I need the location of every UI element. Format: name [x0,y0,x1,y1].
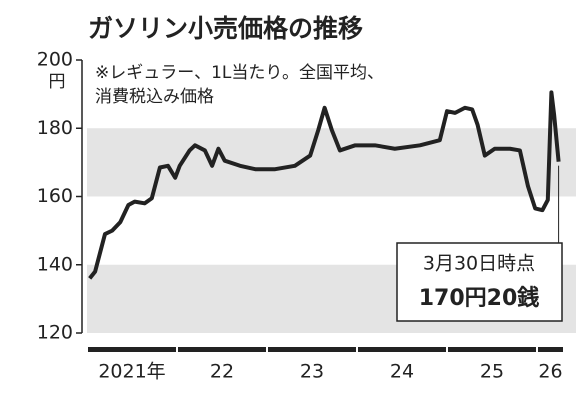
subtitle: ※レギュラー、1L当たり。全国平均、 [95,63,384,83]
x-tick-label: 23 [300,361,324,383]
x-period-bar [178,347,266,352]
y-tick-label: 120 [37,322,73,344]
x-period-bar [538,347,563,352]
y-unit: 円 [49,72,66,92]
annotation-box [396,242,563,322]
y-tick-label: 140 [37,253,73,275]
x-tick-label: 22 [210,361,234,383]
x-period-bar [448,347,536,352]
annotation: 170円20銭 [419,285,540,311]
x-tick-label: 26 [538,361,562,383]
price-line [88,90,561,280]
subtitle: 消費税込み価格 [95,87,214,107]
y-tick-label: 180 [37,117,73,139]
x-period-bar [268,347,356,352]
x-tick-label: 25 [480,361,504,383]
y-tick-label: 200 [37,49,73,71]
x-tick-label: 2021年 [98,361,165,383]
x-period-bar [358,347,446,352]
x-tick-label: 24 [390,361,414,383]
annotation: 3月30日時点 [423,253,535,275]
shaded-band [87,128,576,197]
x-period-bar [88,347,176,352]
y-tick-label: 160 [37,185,73,207]
chart-title: ガソリン小売価格の推移 [88,14,363,43]
